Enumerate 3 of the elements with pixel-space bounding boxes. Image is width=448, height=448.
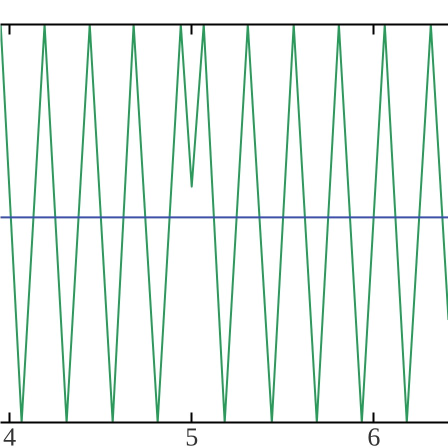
x-tick-label: 5 — [185, 422, 198, 448]
x-tick-label: 4 — [3, 422, 16, 448]
x-tick-label: 6 — [367, 422, 380, 448]
